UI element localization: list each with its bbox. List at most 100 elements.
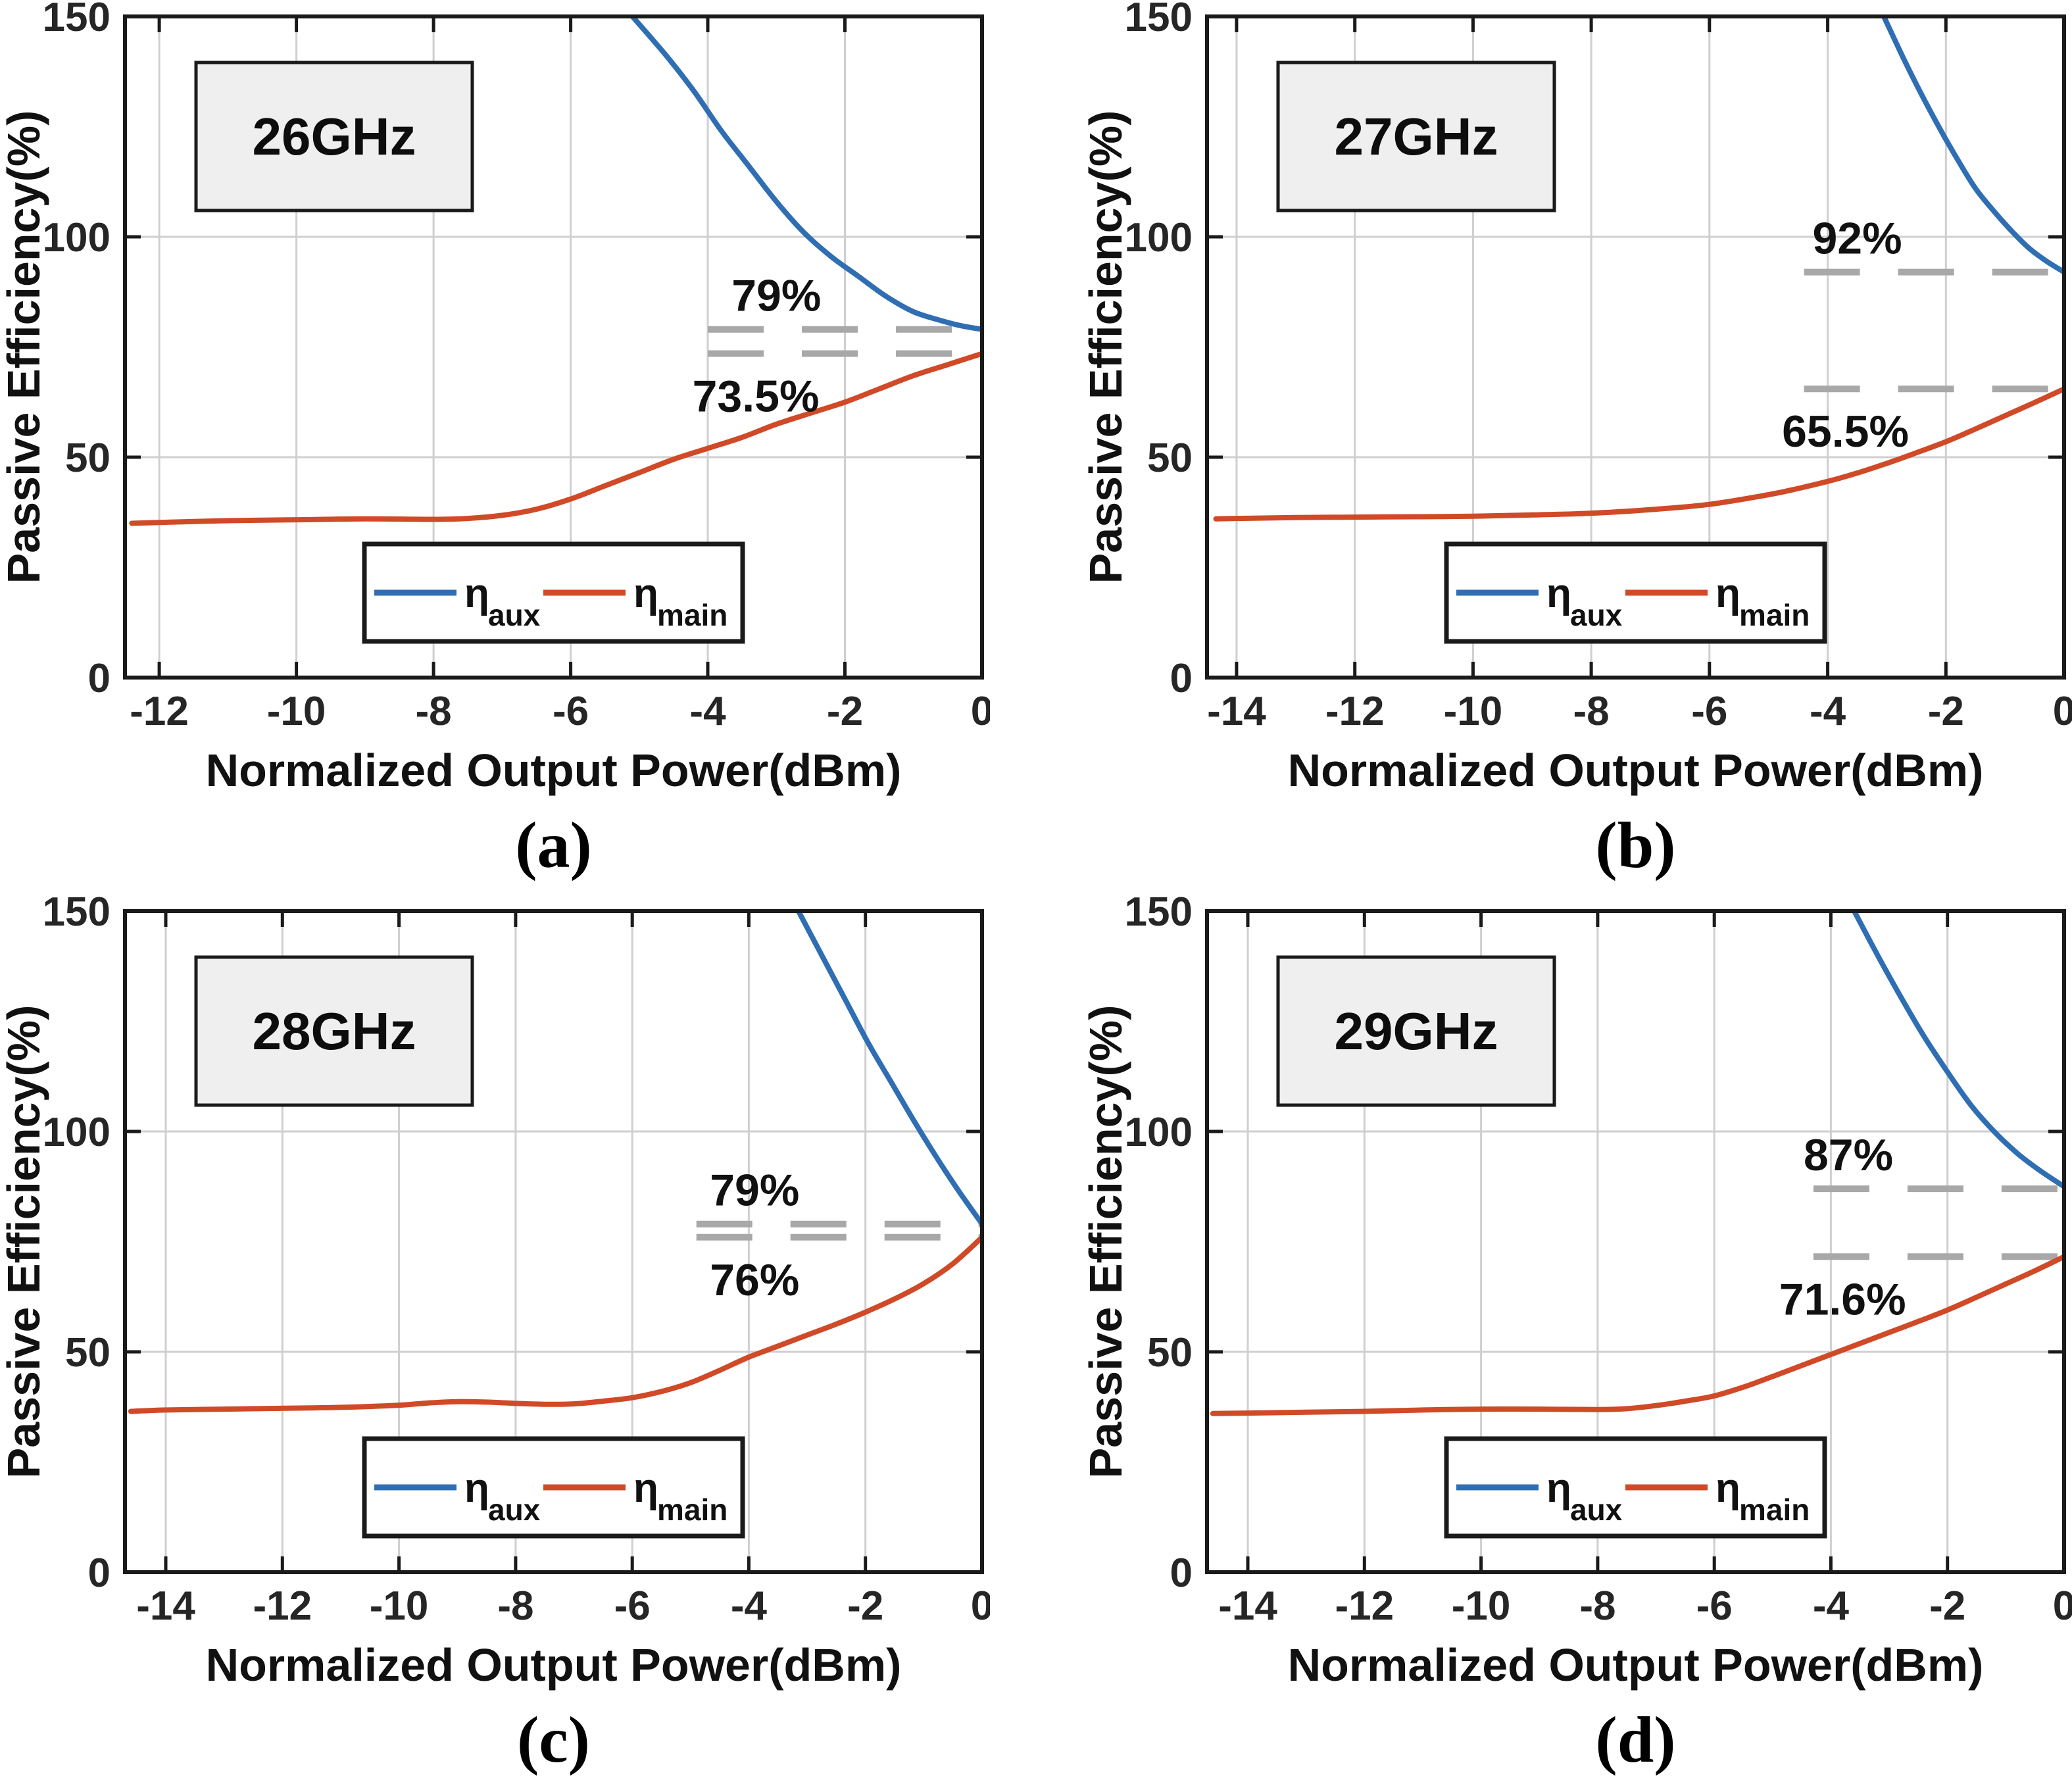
x-axis-label: Normalized Output Power(dBm) [206, 745, 902, 796]
x-tick-label: -8 [497, 1583, 533, 1629]
x-tick-label: 0 [2053, 1583, 2072, 1629]
x-tick-label: -6 [614, 1583, 651, 1629]
y-tick-label: 150 [1125, 0, 1193, 40]
eta-aux-curve [629, 16, 982, 332]
x-axis-label: Normalized Output Power(dBm) [1288, 745, 1984, 796]
axes-box [123, 14, 984, 680]
eta-main-curve [128, 1234, 982, 1414]
legend-symbol-main: η [633, 571, 658, 616]
x-tick-label: -14 [1207, 689, 1266, 734]
caption-a: (a) [515, 808, 592, 881]
y-tick-label: 50 [65, 1330, 111, 1376]
legend-subscript-main: main [657, 1493, 728, 1527]
freq-label-box [1276, 955, 1556, 1107]
annotation-label: 79% [710, 1166, 799, 1216]
legend-subscript-aux: aux [1570, 1493, 1623, 1527]
x-tick-label: -14 [1218, 1583, 1277, 1629]
x-tick-label: -4 [689, 689, 726, 734]
legend-symbol-main: η [1715, 1466, 1740, 1511]
legend-subscript-main: main [1739, 1493, 1810, 1527]
y-tick-label: 100 [1125, 1110, 1193, 1155]
annotation-label: 92% [1812, 214, 1902, 264]
x-tick-label: -8 [416, 689, 452, 734]
x-tick-label: -8 [1573, 689, 1610, 734]
freq-label: 29GHz [1335, 1002, 1498, 1060]
axis-ticks [1207, 14, 2066, 680]
freq-label-box [1276, 61, 1556, 212]
axes-box [1205, 14, 2066, 680]
x-tick-label: 0 [2053, 689, 2072, 734]
y-tick-label: 50 [1147, 435, 1193, 481]
eta-main-curve [129, 351, 982, 526]
x-tick-label: 0 [971, 1583, 990, 1629]
y-tick-label: 150 [43, 895, 111, 935]
y-tick-label: 150 [1125, 895, 1193, 935]
eta-main-curve [1213, 386, 2064, 522]
annotation-label: 87% [1804, 1130, 1893, 1180]
y-axis-label: Passive Efficiency(%) [1082, 1005, 1131, 1479]
y-axis-label: Passive Efficiency(%) [0, 111, 49, 584]
y-tick-label: 0 [88, 656, 111, 701]
x-tick-label: -12 [130, 689, 189, 734]
annotation-label: 76% [710, 1255, 799, 1305]
annotation-label: 79% [731, 271, 821, 321]
legend-subscript-main: main [1739, 598, 1810, 632]
subplot-b: 92% 65.5% 27GHz η aux η main -14 -12 -10 -8 -6 -4 -2 0… [1082, 0, 2072, 891]
subplot-d: 87% 71.6% 29GHz η aux η main -14 -12 -10 -8 -6 -4 -2 0… [1082, 895, 2072, 1786]
curves [129, 16, 982, 526]
y-tick-label: 50 [65, 435, 111, 481]
curves [1210, 911, 2064, 1416]
y-tick-label: 100 [43, 1110, 111, 1155]
legend-symbol-aux: η [1546, 1466, 1571, 1511]
annotation-label: 73.5% [693, 372, 820, 422]
caption-c: (c) [517, 1703, 590, 1776]
x-tick-label: -10 [1452, 1583, 1511, 1629]
x-tick-label: -10 [370, 1583, 429, 1629]
x-axis-label: Normalized Output Power(dBm) [1288, 1639, 1984, 1691]
legend-symbol-aux: η [1546, 571, 1571, 616]
eta-main-curve [1210, 1254, 2064, 1416]
freq-label: 26GHz [253, 107, 416, 166]
subplot-c: 79% 76% 28GHz η aux η main -14 -12 -10 -8 -6 -4 -2 0 0 5… [0, 895, 990, 1786]
y-tick-label: 0 [1170, 1550, 1193, 1596]
x-tick-label: -14 [136, 1583, 195, 1629]
legend-symbol-aux: η [464, 571, 489, 616]
caption-d: (d) [1595, 1703, 1676, 1776]
axes-box [1205, 909, 2066, 1574]
x-tick-label: -6 [1691, 689, 1727, 734]
x-tick-label: -6 [1696, 1583, 1733, 1629]
x-tick-label: -12 [1325, 689, 1385, 734]
y-tick-label: 100 [43, 215, 111, 260]
y-axis-label: Passive Efficiency(%) [0, 1005, 49, 1479]
freq-label-box [194, 955, 474, 1107]
caption-b: (b) [1595, 808, 1676, 881]
legend-subscript-aux: aux [488, 1493, 541, 1527]
curves [1213, 16, 2064, 522]
y-tick-label: 0 [88, 1550, 111, 1596]
eta-aux-curve [795, 911, 982, 1227]
y-tick-label: 100 [1125, 215, 1193, 260]
y-tick-label: 150 [43, 0, 111, 40]
x-tick-label: -8 [1579, 1583, 1616, 1629]
x-tick-label: -2 [1929, 1583, 1965, 1629]
legend-symbol-main: η [633, 1466, 658, 1511]
legend-symbol-main: η [1715, 571, 1740, 616]
legend-subscript-aux: aux [488, 598, 541, 632]
curves [128, 911, 982, 1414]
x-tick-label: -12 [253, 1583, 312, 1629]
y-tick-label: 0 [1170, 656, 1193, 701]
annotation-label: 71.6% [1779, 1274, 1906, 1324]
eta-aux-curve [1851, 911, 2064, 1189]
legend-subscript-main: main [657, 598, 728, 632]
annotation-label: 65.5% [1782, 407, 1909, 457]
eta-aux-curve [1881, 16, 2064, 275]
x-tick-label: 0 [971, 689, 990, 734]
x-tick-label: -6 [553, 689, 589, 734]
freq-label-box [194, 61, 474, 212]
y-tick-label: 50 [1147, 1330, 1193, 1376]
